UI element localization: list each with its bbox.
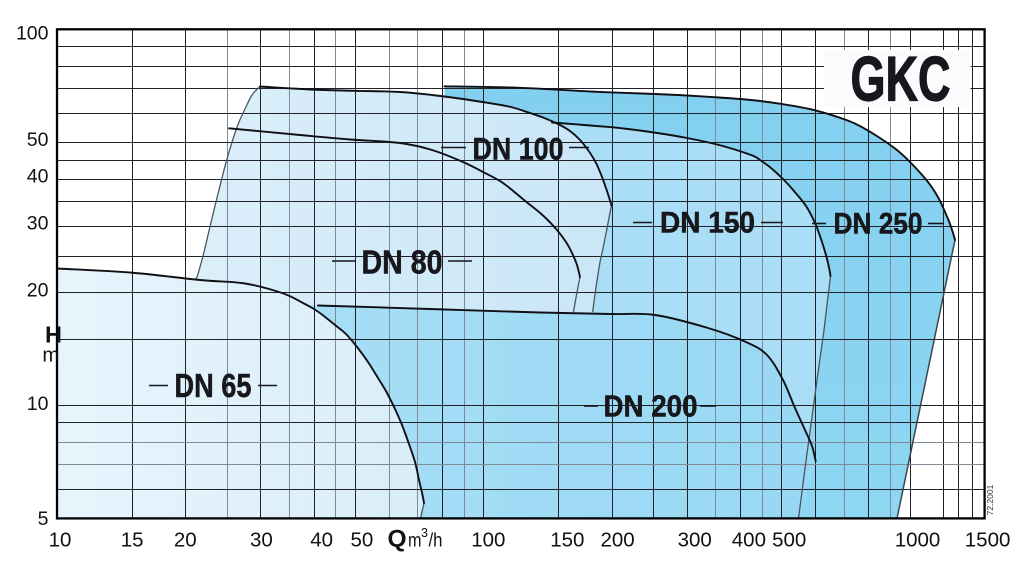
svg-text:DN 80: DN 80 <box>362 244 443 281</box>
svg-text:30: 30 <box>250 529 273 552</box>
svg-text:100: 100 <box>16 23 49 45</box>
svg-text:Q: Q <box>388 526 407 553</box>
svg-text:500: 500 <box>772 529 806 552</box>
svg-text:H: H <box>45 322 62 348</box>
svg-text:DN 65: DN 65 <box>175 367 252 404</box>
svg-text:DN 250: DN 250 <box>834 208 923 241</box>
svg-text:50: 50 <box>27 129 49 151</box>
svg-text:3: 3 <box>421 526 428 540</box>
svg-text:1500: 1500 <box>965 529 1011 552</box>
svg-text:GKC: GKC <box>851 45 951 115</box>
svg-text:10: 10 <box>49 529 72 552</box>
svg-text:5: 5 <box>38 508 49 530</box>
svg-text:/h: /h <box>429 530 443 552</box>
svg-text:30: 30 <box>27 213 49 235</box>
svg-text:1000: 1000 <box>895 529 941 552</box>
svg-text:40: 40 <box>27 166 49 188</box>
svg-text:20: 20 <box>27 280 49 302</box>
svg-text:200: 200 <box>600 529 634 552</box>
svg-text:DN 150: DN 150 <box>660 207 755 240</box>
svg-text:150: 150 <box>550 529 584 552</box>
svg-text:10: 10 <box>27 393 49 415</box>
svg-text:100: 100 <box>471 529 505 552</box>
svg-text:m: m <box>408 530 422 552</box>
svg-text:72.2001: 72.2001 <box>985 484 995 515</box>
svg-text:DN 100: DN 100 <box>473 131 564 167</box>
svg-text:400: 400 <box>732 529 766 552</box>
svg-text:m: m <box>42 344 59 367</box>
svg-text:DN 200: DN 200 <box>604 389 698 424</box>
svg-text:40: 40 <box>310 529 333 552</box>
svg-text:20: 20 <box>174 529 197 552</box>
svg-text:50: 50 <box>350 529 373 552</box>
svg-text:15: 15 <box>121 529 144 552</box>
svg-text:300: 300 <box>678 529 712 552</box>
